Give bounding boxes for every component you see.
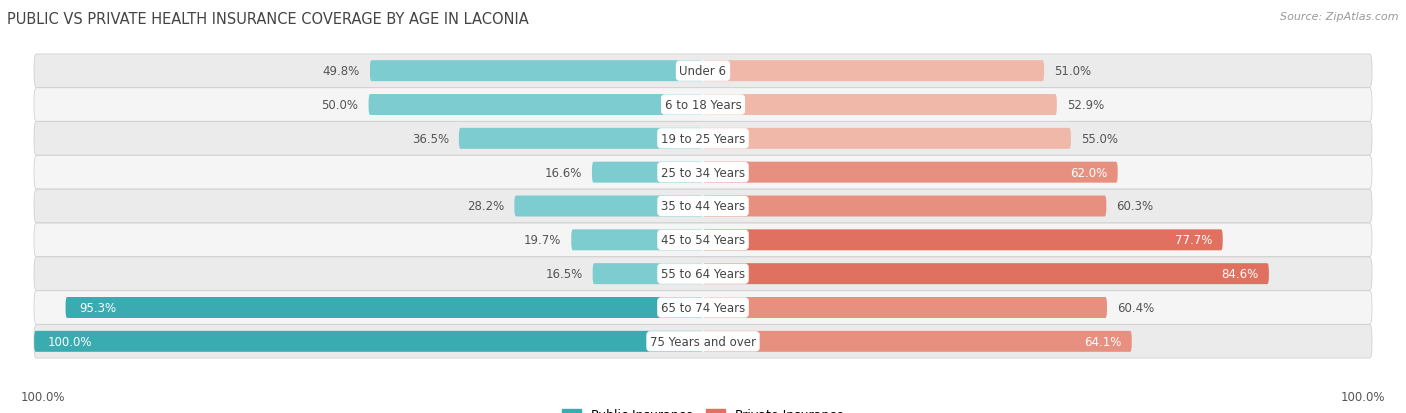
FancyBboxPatch shape — [66, 297, 703, 318]
Text: 6 to 18 Years: 6 to 18 Years — [665, 99, 741, 112]
FancyBboxPatch shape — [703, 61, 1045, 82]
Text: 100.0%: 100.0% — [1340, 390, 1385, 403]
Text: 25 to 34 Years: 25 to 34 Years — [661, 166, 745, 179]
FancyBboxPatch shape — [703, 95, 1057, 116]
FancyBboxPatch shape — [34, 190, 1372, 223]
Text: 51.0%: 51.0% — [1054, 65, 1091, 78]
Text: 50.0%: 50.0% — [322, 99, 359, 112]
Text: 19 to 25 Years: 19 to 25 Years — [661, 133, 745, 145]
FancyBboxPatch shape — [571, 230, 703, 251]
FancyBboxPatch shape — [593, 263, 703, 285]
Text: 45 to 54 Years: 45 to 54 Years — [661, 234, 745, 247]
FancyBboxPatch shape — [34, 156, 1372, 190]
FancyBboxPatch shape — [370, 61, 703, 82]
FancyBboxPatch shape — [703, 196, 1107, 217]
Text: Under 6: Under 6 — [679, 65, 727, 78]
FancyBboxPatch shape — [34, 325, 1372, 358]
FancyBboxPatch shape — [592, 162, 703, 183]
Text: PUBLIC VS PRIVATE HEALTH INSURANCE COVERAGE BY AGE IN LACONIA: PUBLIC VS PRIVATE HEALTH INSURANCE COVER… — [7, 12, 529, 27]
FancyBboxPatch shape — [703, 162, 1118, 183]
Text: 60.4%: 60.4% — [1116, 301, 1154, 314]
Text: 16.5%: 16.5% — [546, 268, 582, 280]
FancyBboxPatch shape — [368, 95, 703, 116]
Text: 95.3%: 95.3% — [79, 301, 117, 314]
Text: 55 to 64 Years: 55 to 64 Years — [661, 268, 745, 280]
FancyBboxPatch shape — [34, 55, 1372, 88]
Text: 75 Years and over: 75 Years and over — [650, 335, 756, 348]
FancyBboxPatch shape — [34, 291, 1372, 325]
Text: 52.9%: 52.9% — [1067, 99, 1104, 112]
Text: 65 to 74 Years: 65 to 74 Years — [661, 301, 745, 314]
FancyBboxPatch shape — [703, 263, 1268, 285]
FancyBboxPatch shape — [515, 196, 703, 217]
FancyBboxPatch shape — [34, 257, 1372, 291]
Text: 19.7%: 19.7% — [524, 234, 561, 247]
Text: 60.3%: 60.3% — [1116, 200, 1153, 213]
Text: 35 to 44 Years: 35 to 44 Years — [661, 200, 745, 213]
Text: 28.2%: 28.2% — [467, 200, 505, 213]
Text: 62.0%: 62.0% — [1070, 166, 1108, 179]
FancyBboxPatch shape — [34, 331, 703, 352]
FancyBboxPatch shape — [703, 297, 1107, 318]
FancyBboxPatch shape — [34, 223, 1372, 257]
FancyBboxPatch shape — [703, 128, 1071, 150]
Text: 16.6%: 16.6% — [544, 166, 582, 179]
Text: 36.5%: 36.5% — [412, 133, 449, 145]
Text: 49.8%: 49.8% — [322, 65, 360, 78]
Text: 100.0%: 100.0% — [48, 335, 91, 348]
Text: 77.7%: 77.7% — [1175, 234, 1213, 247]
Legend: Public Insurance, Private Insurance: Public Insurance, Private Insurance — [557, 404, 849, 413]
Text: 100.0%: 100.0% — [21, 390, 66, 403]
Text: 55.0%: 55.0% — [1081, 133, 1118, 145]
FancyBboxPatch shape — [34, 122, 1372, 156]
FancyBboxPatch shape — [34, 88, 1372, 122]
FancyBboxPatch shape — [703, 331, 1132, 352]
Text: 64.1%: 64.1% — [1084, 335, 1122, 348]
Text: 84.6%: 84.6% — [1222, 268, 1258, 280]
FancyBboxPatch shape — [458, 128, 703, 150]
Text: Source: ZipAtlas.com: Source: ZipAtlas.com — [1281, 12, 1399, 22]
FancyBboxPatch shape — [703, 230, 1223, 251]
